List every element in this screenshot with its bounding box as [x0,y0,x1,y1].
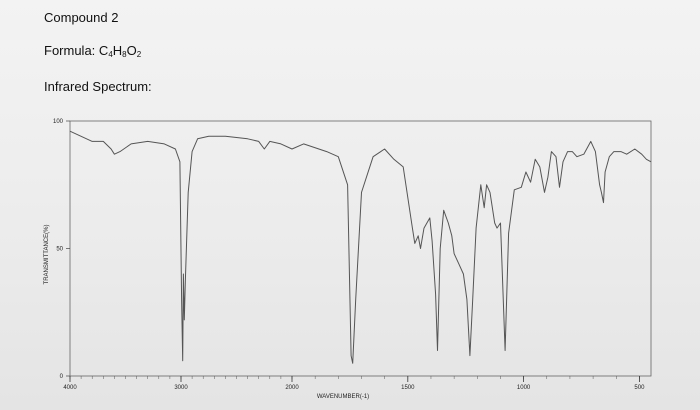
x-tick-label: 2000 [285,385,299,391]
formula-label: Formula: [44,43,96,58]
chart-series [69,130,652,364]
formula-subscript: 2 [136,50,142,59]
y-tick-label: 0 [60,374,64,380]
formula-subscript: 8 [122,50,127,59]
x-tick-label: 500 [634,385,645,391]
formula-element: H [112,43,123,58]
spectrum-heading: Infrared Spectrum: [44,79,152,94]
spectrum-line [69,130,652,364]
x-tick-label: 1500 [401,385,415,391]
compound-title: Compound 2 [44,10,119,25]
chart-ticks [66,120,640,382]
formula-row: Formula: C4H8O2 [44,43,141,59]
x-tick-label: 1000 [517,385,531,391]
x-axis-title: WAVENUMBER(-1) [317,394,369,400]
formula-subscript: 4 [108,50,113,59]
x-tick-label: 4000 [63,385,77,391]
x-tick-label: 3000 [174,385,188,391]
molecular-formula: C4H8O2 [98,43,142,59]
y-axis-title: TRANSMITTANCE(%) [44,225,50,285]
y-tick-label: 50 [56,247,63,253]
formula-element: O [126,43,137,58]
y-tick-label: 100 [53,119,64,125]
formula-element: C [98,43,109,58]
